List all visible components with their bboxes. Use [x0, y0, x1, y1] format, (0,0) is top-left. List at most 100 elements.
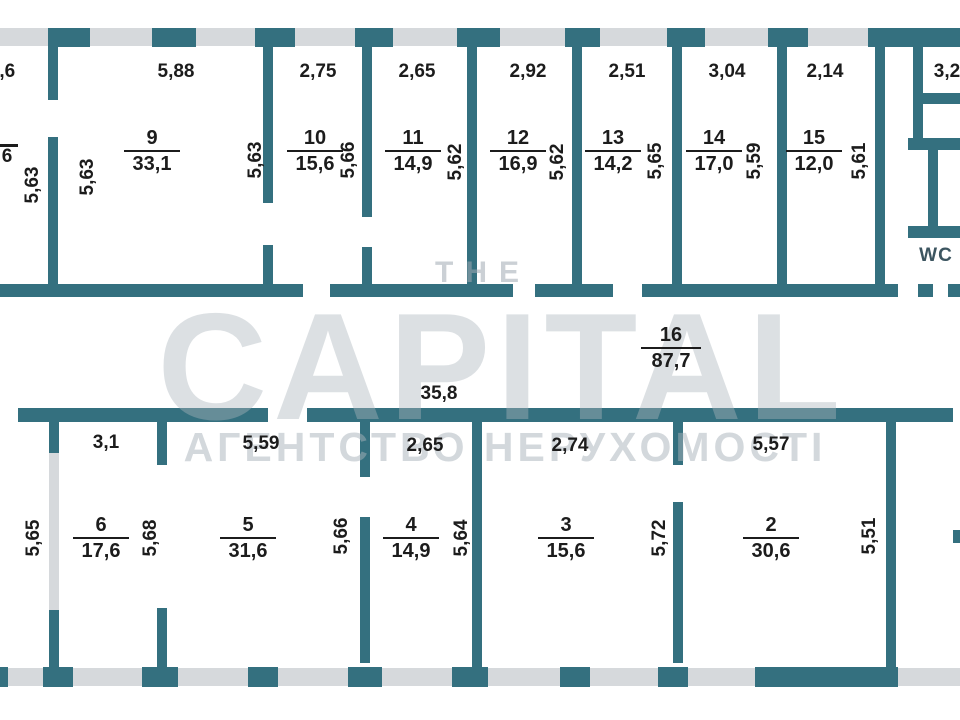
wall-segment [43, 667, 73, 687]
room-area: 12,0 [794, 153, 834, 175]
room-label-15: 15 12,0 [786, 128, 842, 175]
dim-room2-height: 5,51 [859, 517, 880, 555]
window-segment [49, 453, 59, 610]
room-8-fraction-bar [0, 144, 18, 147]
room-8-area-fragment: 6 [1, 146, 13, 167]
wall-segment [360, 422, 370, 477]
wall-segment [918, 93, 960, 104]
dim-room8-width: 2,6 [0, 61, 16, 82]
wall-segment [908, 138, 960, 150]
dim-room9-height: 5,63 [245, 141, 266, 179]
room-number: 16 [641, 325, 701, 349]
room-number: 5 [220, 515, 276, 539]
room-number: 14 [686, 128, 742, 152]
wall-segment [918, 284, 933, 297]
dim-room8-height-left: 5,63 [22, 166, 43, 204]
wall-segment [535, 284, 613, 297]
room-area: 30,6 [751, 540, 791, 562]
room-area: 17,0 [694, 153, 734, 175]
watermark-the: THE [435, 256, 531, 289]
wall-segment [330, 284, 513, 297]
dim-room15-width: 2,14 [806, 61, 844, 82]
room-label-9: 9 33,1 [124, 128, 180, 175]
dim-room11-height: 5,62 [445, 143, 466, 181]
wall-segment [886, 422, 896, 675]
room-label-11: 11 14,9 [385, 128, 441, 175]
dim-room6-width: 3,1 [92, 432, 120, 453]
wall-segment [263, 47, 273, 203]
dim-room5-height: 5,66 [331, 517, 352, 555]
wall-segment [948, 284, 960, 297]
dim-room5-width: 5,59 [242, 433, 280, 454]
wall-segment [48, 137, 58, 284]
wall-segment [48, 47, 58, 100]
dim-room2-width: 5,57 [752, 434, 790, 455]
wall-segment [868, 28, 960, 47]
wall-segment [307, 408, 953, 422]
wall-segment [755, 667, 898, 687]
dim-room6-height: 5,68 [140, 519, 161, 557]
watermark-agency: АГЕНТСТВО НЕРУХОМОСТІ [183, 424, 827, 470]
room-label-2: 2 30,6 [743, 515, 799, 562]
dim-room13-width: 2,51 [608, 61, 646, 82]
room-area: 15,6 [295, 153, 335, 175]
wall-segment [0, 284, 303, 297]
wall-segment [255, 28, 295, 47]
wall-segment [49, 422, 59, 453]
wall-segment [875, 47, 885, 284]
dim-room12-width: 2,92 [509, 61, 547, 82]
dim-room13-height: 5,65 [645, 142, 666, 180]
wall-segment [572, 47, 582, 284]
room-number: 9 [124, 128, 180, 152]
room-area: 33,1 [132, 153, 172, 175]
wall-segment [0, 667, 8, 687]
dim-room14-height: 5,59 [744, 142, 765, 180]
room-area: 15,6 [546, 540, 586, 562]
wall-segment [152, 28, 196, 47]
room-area: 17,6 [81, 540, 121, 562]
room-number: 6 [73, 515, 129, 539]
dim-room12-height: 5,62 [547, 143, 568, 181]
wall-segment [565, 28, 600, 47]
wall-segment [362, 247, 372, 284]
wall-segment [263, 245, 273, 284]
room-area: 14,2 [593, 153, 633, 175]
room-label-4: 4 14,9 [383, 515, 439, 562]
wall-segment [467, 47, 477, 284]
wall-segment [672, 47, 682, 284]
wall-segment [348, 667, 382, 687]
room-area: 31,6 [228, 540, 268, 562]
wall-segment [452, 667, 488, 687]
wall-segment [248, 667, 278, 687]
dim-corridor-width: 35,8 [420, 383, 458, 404]
watermark-capital: CAPITAL [157, 282, 847, 452]
wall-segment [157, 608, 167, 667]
wall-segment [157, 422, 167, 465]
dim-room4-height: 5,64 [451, 519, 472, 557]
wall-segment [472, 422, 482, 667]
wall-segment [642, 284, 898, 297]
room-label-3: 3 15,6 [538, 515, 594, 562]
dim-room3-height: 5,72 [649, 519, 670, 557]
wc-label: WC [919, 245, 953, 266]
dim-room11-width: 2,65 [398, 61, 436, 82]
dim-room3-width: 2,74 [551, 435, 589, 456]
wall-segment [658, 667, 688, 687]
wall-segment [913, 47, 923, 138]
dim-room14-width: 3,04 [708, 61, 746, 82]
wall-segment [908, 226, 960, 238]
dim-room9-height-left: 5,63 [77, 158, 98, 196]
room-area: 14,9 [393, 153, 433, 175]
room-number: 11 [385, 128, 441, 152]
room-number: 4 [383, 515, 439, 539]
wall-segment [457, 28, 500, 47]
room-number: 13 [585, 128, 641, 152]
wall-segment [667, 28, 705, 47]
room-label-16: 16 87,7 [641, 325, 701, 372]
room-label-10: 10 15,6 [287, 128, 343, 175]
wall-segment [142, 667, 178, 687]
dim-room10-width: 2,75 [299, 61, 337, 82]
wall-segment [768, 28, 808, 47]
wall-segment [777, 47, 787, 284]
